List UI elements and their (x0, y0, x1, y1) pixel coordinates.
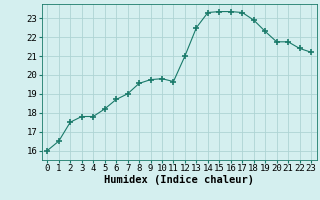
X-axis label: Humidex (Indice chaleur): Humidex (Indice chaleur) (104, 175, 254, 185)
